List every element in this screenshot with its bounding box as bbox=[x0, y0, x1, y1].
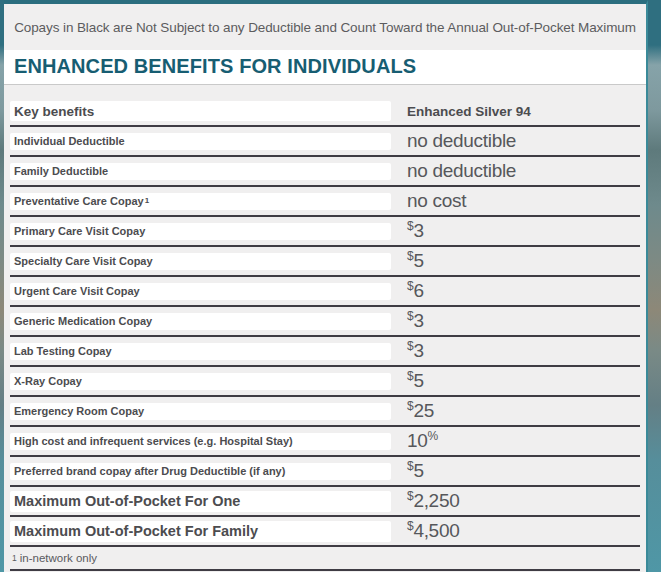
table-row: Preferred brand copay after Drug Deducti… bbox=[10, 457, 640, 487]
benefit-label: Preventative Care Copay1 bbox=[10, 193, 391, 210]
benefit-value-text: no deductible bbox=[407, 160, 516, 181]
benefit-value-text: no deductible bbox=[407, 130, 516, 151]
table-row: Preventative Care Copay1 no cost bbox=[10, 187, 640, 217]
benefit-value: $3 bbox=[407, 220, 424, 242]
benefit-label: Primary Care Visit Copay bbox=[10, 223, 391, 240]
benefit-value: $6 bbox=[407, 280, 424, 302]
benefit-value: $2,250 bbox=[407, 490, 459, 512]
benefit-value-text: 5 bbox=[413, 460, 423, 481]
benefits-table-body: Individual Deductibleno deductibleFamily… bbox=[10, 127, 640, 547]
title-band: ENHANCED BENEFITS FOR INDIVIDUALS bbox=[4, 50, 646, 85]
table-row: Urgent Care Visit Copay $6 bbox=[10, 277, 640, 307]
benefit-label-text: Lab Testing Copay bbox=[14, 345, 112, 357]
benefit-value-text: 3 bbox=[413, 310, 423, 331]
benefit-label-text: Generic Medication Copay bbox=[14, 315, 152, 327]
table-row: Generic Medication Copay $3 bbox=[10, 307, 640, 337]
benefit-value-text: 6 bbox=[413, 280, 423, 301]
table-row: X-Ray Copay $5 bbox=[10, 367, 640, 397]
table-header-row: Key benefits Enhanced Silver 94 bbox=[10, 97, 640, 127]
benefit-value: no deductible bbox=[407, 130, 516, 152]
benefit-label-text: Maximum Out-of-Pocket For One bbox=[14, 493, 240, 509]
benefit-label: Emergency Room Copay bbox=[10, 403, 391, 420]
benefit-label: X-Ray Copay bbox=[10, 373, 391, 390]
header-benefit-column: Key benefits bbox=[10, 101, 391, 121]
benefit-value-text: 2,250 bbox=[413, 490, 459, 511]
benefit-value-text: 4,500 bbox=[413, 520, 459, 541]
benefit-label: Urgent Care Visit Copay bbox=[10, 283, 391, 300]
benefit-value: $5 bbox=[407, 460, 424, 482]
benefit-label: Generic Medication Copay bbox=[10, 313, 391, 330]
benefit-value-text: no cost bbox=[407, 190, 466, 211]
table-row: Primary Care Visit Copay $3 bbox=[10, 217, 640, 247]
benefit-label-text: Maximum Out-of-Pocket For Family bbox=[14, 523, 258, 539]
footnote: 1 in-network only bbox=[10, 547, 640, 571]
benefits-table: Key benefits Enhanced Silver 94 Individu… bbox=[4, 97, 646, 547]
benefit-label: Individual Deductible bbox=[10, 133, 391, 150]
page-title: ENHANCED BENEFITS FOR INDIVIDUALS bbox=[14, 55, 416, 77]
header-benefit-label: Key benefits bbox=[14, 104, 94, 119]
benefit-label: Preferred brand copay after Drug Deducti… bbox=[10, 463, 391, 480]
benefit-value: $4,500 bbox=[407, 520, 459, 542]
benefit-value: $5 bbox=[407, 250, 424, 272]
benefit-value-text: 3 bbox=[413, 340, 423, 361]
copay-notice: Copays in Black are Not Subject to any D… bbox=[4, 4, 646, 50]
benefit-value-text: 25 bbox=[413, 400, 434, 421]
benefits-widget: Copays in Black are Not Subject to any D… bbox=[4, 0, 648, 572]
table-row: Emergency Room Copay $25 bbox=[10, 397, 640, 427]
benefit-value: $3 bbox=[407, 310, 424, 332]
table-row: Specialty Care Visit Copay $5 bbox=[10, 247, 640, 277]
header-plan-column: Enhanced Silver 94 bbox=[407, 104, 531, 119]
table-row: Individual Deductible no deductible bbox=[10, 127, 640, 157]
benefit-label: Family Deductible bbox=[10, 163, 391, 180]
benefit-value: 10% bbox=[407, 430, 438, 452]
table-row: Family Deductible no deductible bbox=[10, 157, 640, 187]
footnote-text: in-network only bbox=[20, 552, 97, 564]
benefit-label-text: Specialty Care Visit Copay bbox=[14, 255, 153, 267]
table-row: High cost and infrequent services (e.g. … bbox=[10, 427, 640, 457]
benefit-value: $5 bbox=[407, 370, 424, 392]
benefit-label-text: Preventative Care Copay bbox=[14, 195, 144, 207]
benefit-label-text: X-Ray Copay bbox=[14, 375, 82, 387]
benefit-value-text: 3 bbox=[413, 220, 423, 241]
benefit-value-text: 10 bbox=[407, 430, 428, 451]
benefit-label-text: Individual Deductible bbox=[14, 135, 125, 147]
benefit-label-text: Emergency Room Copay bbox=[14, 405, 144, 417]
benefit-value-text: 5 bbox=[413, 370, 423, 391]
benefit-value: $3 bbox=[407, 340, 424, 362]
benefit-value: $25 bbox=[407, 400, 434, 422]
percent-sign: % bbox=[428, 429, 438, 443]
benefit-label: Maximum Out-of-Pocket For Family bbox=[10, 521, 391, 542]
benefit-value: no deductible bbox=[407, 160, 516, 182]
benefit-label-text: Primary Care Visit Copay bbox=[14, 225, 145, 237]
table-row: Maximum Out-of-Pocket For Family $4,500 bbox=[10, 517, 640, 547]
benefit-label: Lab Testing Copay bbox=[10, 343, 391, 360]
table-row: Lab Testing Copay $3 bbox=[10, 337, 640, 367]
benefit-label: High cost and infrequent services (e.g. … bbox=[10, 433, 391, 450]
benefit-label: Maximum Out-of-Pocket For One bbox=[10, 491, 391, 512]
benefit-value-text: 5 bbox=[413, 250, 423, 271]
benefit-label-text: Preferred brand copay after Drug Deducti… bbox=[14, 465, 285, 477]
page: { "page": { "notice": "Copays in Black a… bbox=[0, 0, 661, 572]
benefit-label-text: Urgent Care Visit Copay bbox=[14, 285, 140, 297]
table-row: Maximum Out-of-Pocket For One $2,250 bbox=[10, 487, 640, 517]
benefit-value: no cost bbox=[407, 190, 466, 212]
benefit-label: Specialty Care Visit Copay bbox=[10, 253, 391, 270]
benefit-label-text: Family Deductible bbox=[14, 165, 108, 177]
benefit-label-text: High cost and infrequent services (e.g. … bbox=[14, 435, 293, 447]
